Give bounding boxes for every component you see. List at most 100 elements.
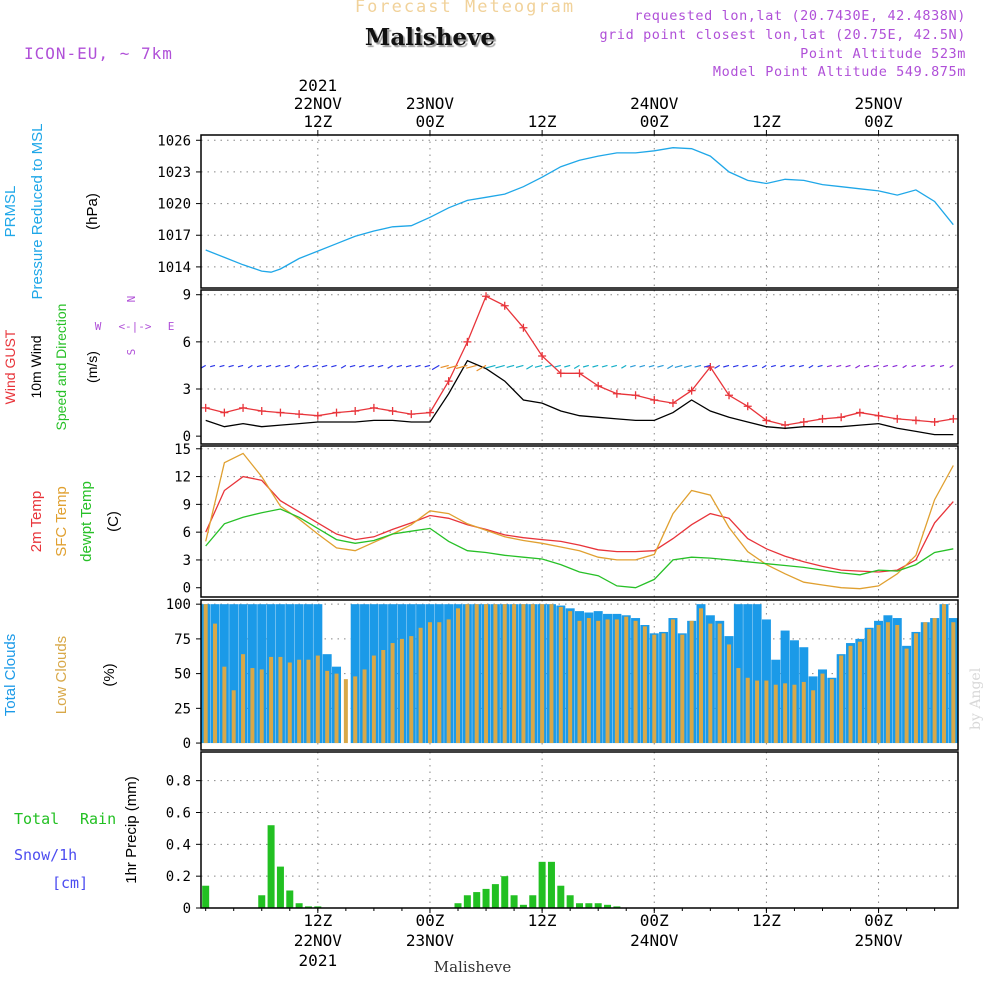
precip-bar [576, 903, 583, 908]
low-cloud-bar [446, 619, 451, 744]
time-label-hour-top: 12Z [303, 112, 332, 131]
point-altitude: Point Altitude 523m [800, 46, 966, 62]
low-cloud-bar [549, 604, 554, 744]
wind-direction-arrow [911, 364, 917, 368]
model-label: ICON-EU, ~ 7km [24, 44, 173, 63]
gust-point-marker [388, 407, 397, 415]
y-tick-label: 6 [183, 335, 191, 351]
y-axis-label: Low Clouds [53, 636, 70, 714]
wind-direction-arrow [573, 364, 580, 370]
low-cloud-bar [904, 648, 909, 744]
low-cloud-bar [213, 623, 218, 744]
y-tick-label: 100 [166, 597, 191, 613]
series-line-dewpt-temp [205, 508, 954, 589]
wind-direction-arrow [863, 364, 870, 368]
gust-point-marker [706, 363, 715, 371]
precip-bar [501, 876, 509, 908]
total-cloud-bar [229, 604, 239, 744]
y-tick-label: 0.2 [166, 869, 191, 885]
y-tick-label: 3 [183, 553, 191, 569]
precip-bar [566, 895, 574, 908]
low-cloud-bar [334, 673, 339, 744]
y-tick-label: 0 [183, 901, 191, 917]
wind-direction-arrow [544, 364, 552, 368]
y-axis-label: Speed and Direction [53, 304, 69, 431]
low-cloud-bar [801, 681, 806, 744]
low-cloud-bar [932, 618, 937, 744]
wind-direction-arrow [495, 364, 505, 369]
low-cloud-bar [698, 608, 703, 744]
panel-2: 0 3 6 9 N S W E <-|-> Wind GUST 10m Wind Speed and … [2, 288, 959, 445]
gust-point-marker [949, 414, 958, 423]
wind-direction-arrow [855, 364, 861, 369]
time-label-hour-bottom: 12Z [528, 911, 557, 930]
precip-bar [286, 890, 294, 908]
gust-point-marker [519, 323, 528, 332]
precip-bar [473, 892, 481, 908]
y-axis-label: SFC Temp [53, 486, 70, 557]
low-cloud-bar [437, 622, 442, 744]
precip-bar [454, 903, 462, 908]
low-cloud-bar [923, 622, 928, 744]
gust-point-marker [762, 416, 771, 425]
wind-direction-arrow [340, 364, 347, 369]
low-cloud-bar [642, 626, 647, 744]
wind-direction-arrow [592, 364, 599, 368]
gust-point-marker [837, 413, 846, 422]
series-line-pressure [205, 147, 954, 273]
time-label-date-top: 22NOV [294, 94, 343, 113]
wind-direction-arrow [312, 364, 318, 368]
low-cloud-bar [661, 633, 666, 744]
time-label-hour-top: 00Z [416, 112, 445, 131]
wind-direction-arrow [761, 364, 767, 369]
wind-direction-arrow [476, 364, 487, 372]
y-axis-label: Total Clouds [2, 634, 19, 717]
y-tick-label: 0.6 [166, 805, 191, 821]
low-cloud-bar [306, 659, 311, 744]
wind-direction-arrow [210, 364, 216, 368]
precip-bar [267, 825, 275, 908]
wind-direction-arrow [284, 364, 290, 368]
gust-point-marker [257, 407, 266, 415]
low-cloud-bar [493, 604, 498, 744]
wind-direction-arrow [303, 364, 309, 368]
wind-direction-arrow [506, 364, 515, 368]
wind-direction-arrow [275, 364, 281, 368]
gust-point-marker [575, 369, 584, 378]
low-cloud-bar [811, 690, 816, 744]
y-axis-label: (%) [101, 663, 118, 686]
total-cloud-bar [743, 604, 753, 744]
low-cloud-bar [343, 679, 348, 744]
low-cloud-bar [764, 680, 769, 744]
low-cloud-bar [689, 620, 694, 744]
wind-direction-arrow [883, 364, 889, 368]
author-credit: by Angel [968, 667, 984, 730]
low-cloud-bar [736, 668, 741, 744]
low-cloud-bar [353, 676, 358, 744]
gust-point-marker [313, 411, 322, 420]
gust-point-marker [276, 408, 285, 417]
time-label-date-bottom: 23NOV [406, 931, 455, 950]
precip-bar [510, 895, 518, 908]
series-line-10m-wind [205, 359, 954, 436]
precip-bar [202, 885, 210, 908]
low-cloud-bar [652, 634, 657, 744]
precip-bar [585, 903, 593, 908]
wind-direction-arrow [526, 364, 534, 370]
wind-direction-arrow [694, 364, 702, 368]
precip-bar [557, 885, 565, 908]
compass-east-label: E [168, 320, 175, 333]
low-cloud-bar [745, 677, 750, 744]
y-axis-label: Rain [80, 810, 116, 828]
series-line-2m-temp [205, 475, 954, 573]
time-label-year-top: 2021 [299, 76, 338, 95]
precip-bar [547, 861, 555, 908]
panel-frame [200, 445, 959, 598]
low-cloud-bar [203, 604, 208, 744]
y-axis-label: Total [14, 810, 59, 828]
wind-direction-arrow [321, 364, 328, 368]
panel-frame [200, 134, 959, 289]
low-cloud-bar [670, 619, 675, 744]
y-tick-label: 25 [174, 701, 191, 717]
